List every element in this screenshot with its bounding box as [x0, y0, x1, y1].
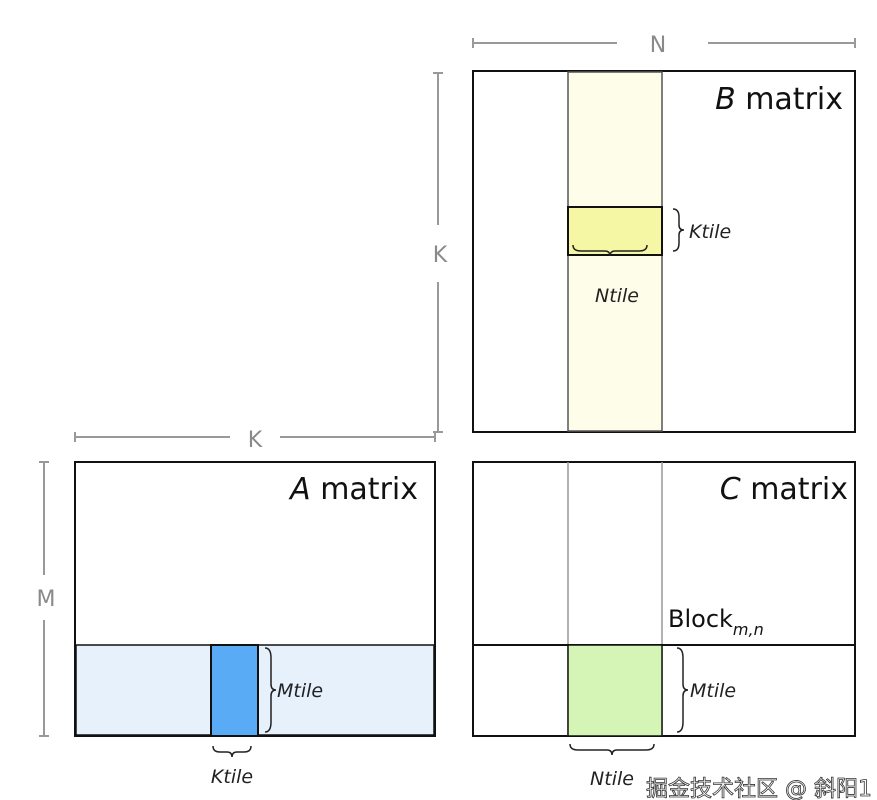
m-dimension: [39, 461, 49, 737]
n-dimension: [472, 38, 856, 48]
c-matrix: [472, 461, 856, 756]
c-block-tile: [567, 644, 663, 737]
b-ntile-label: Ntile: [595, 285, 639, 307]
a-matrix-title: A matrix: [288, 472, 418, 507]
block-mn-label: Blockm,n: [668, 605, 764, 639]
a-tile: [210, 644, 259, 737]
mtile-brace: [676, 647, 689, 733]
c-matrix-title: C matrix: [720, 472, 848, 507]
k-vertical-dimension: [433, 72, 443, 433]
mtile-brace: [264, 647, 277, 733]
c-ntile-label: Ntile: [590, 768, 634, 790]
ntile-brace: [569, 743, 655, 756]
a-ktile-label: Ktile: [211, 766, 253, 788]
ktile-brace: [672, 208, 685, 252]
ktile-brace: [212, 745, 252, 758]
k-vertical-label: K: [433, 243, 448, 268]
k-horizontal-dimension: [74, 432, 436, 442]
b-tile: [567, 206, 663, 256]
k-horizontal-label: K: [248, 428, 263, 453]
watermark: 掘金技术社区 @ 斜阳1: [646, 777, 872, 800]
m-label: M: [37, 587, 56, 612]
c-mtile-label: Mtile: [690, 680, 736, 702]
a-matrix: [74, 461, 436, 758]
b-matrix-title: B matrix: [715, 82, 843, 117]
b-ktile-label: Ktile: [689, 221, 731, 243]
ntile-brace: [572, 244, 648, 257]
n-label: N: [650, 33, 666, 58]
a-mtile-label: Mtile: [277, 680, 323, 702]
b-matrix: [472, 70, 856, 433]
